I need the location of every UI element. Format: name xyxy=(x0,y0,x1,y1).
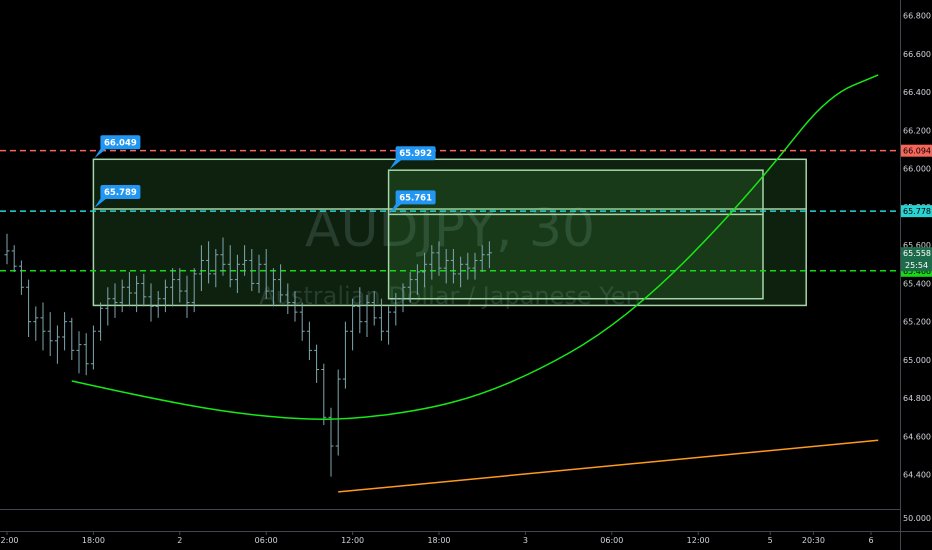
time-tick: 3 xyxy=(523,536,528,545)
price-label-bg xyxy=(395,146,436,161)
price-label-bg xyxy=(100,135,141,150)
label-pointer xyxy=(94,147,109,159)
rectangle-drawings[interactable] xyxy=(92,158,807,307)
zone-box xyxy=(387,169,764,300)
price-tick: 65.600 xyxy=(903,241,931,250)
price-axis-tags: 66.094 65.778 65.466 65.558 25:54 xyxy=(901,144,932,277)
price-tick: 64.400 xyxy=(903,471,931,480)
price-tick: 66.000 xyxy=(903,165,931,174)
curve-drawing[interactable] xyxy=(71,74,879,493)
price-tick: 66.800 xyxy=(903,12,931,21)
time-tick: 12:00 xyxy=(341,536,364,545)
label-pointer xyxy=(94,197,109,209)
price-tick: 65.200 xyxy=(903,318,931,327)
trendline xyxy=(338,439,879,493)
curve-line xyxy=(71,74,879,420)
price-label-text: 65.992 xyxy=(399,149,432,159)
price-label-bg xyxy=(100,185,141,200)
price-tick: 64.600 xyxy=(903,432,931,441)
zone-box xyxy=(92,158,807,307)
time-tick: 2 xyxy=(177,536,182,545)
countdown-text: 25:54 xyxy=(905,261,928,270)
time-tick: 5 xyxy=(768,536,773,545)
price-label-text: 66.049 xyxy=(104,138,137,148)
horizontal-price-lines[interactable] xyxy=(0,149,900,272)
price-tick: 66.600 xyxy=(903,50,931,59)
last-price-tag-bg xyxy=(901,247,932,272)
price-tick: 65.000 xyxy=(903,356,931,365)
level-tag-text: 65.466 xyxy=(903,267,931,276)
level-tag-text: 65.778 xyxy=(903,207,931,216)
price-tick: 66.400 xyxy=(903,88,931,97)
price-label-bg xyxy=(395,190,436,205)
time-tick: 20:30 xyxy=(802,536,825,545)
time-tick: 18:00 xyxy=(82,536,105,545)
time-tick: 06:00 xyxy=(600,536,623,545)
price-tick: 65.400 xyxy=(903,279,931,288)
price-label-text: 65.789 xyxy=(104,188,137,198)
level-tag-bg xyxy=(901,205,932,218)
box-price-labels: 66.049 65.789 65.992 65.761 xyxy=(94,135,436,214)
time-tick: 12:00 xyxy=(0,536,19,545)
last-price-text: 65.558 xyxy=(903,249,931,258)
lower-pane-tick: 50.000 xyxy=(903,514,931,523)
candlestick-series xyxy=(4,233,492,477)
time-axis-ticks: 12:00 18:00 2 06:00 12:00 18:00 3 06:00 12:00 5 20… xyxy=(0,531,874,545)
time-tick: 18:00 xyxy=(427,536,450,545)
level-tag-text: 66.094 xyxy=(903,147,931,156)
time-tick: 6 xyxy=(868,536,873,545)
label-pointer xyxy=(389,202,404,214)
price-tick: 66.200 xyxy=(903,126,931,135)
label-pointer xyxy=(389,158,404,170)
price-label-text: 65.761 xyxy=(399,193,432,203)
time-tick: 06:00 xyxy=(255,536,278,545)
level-tag-bg xyxy=(901,144,932,157)
time-tick: 12:00 xyxy=(687,536,710,545)
price-tick: 64.800 xyxy=(903,394,931,403)
